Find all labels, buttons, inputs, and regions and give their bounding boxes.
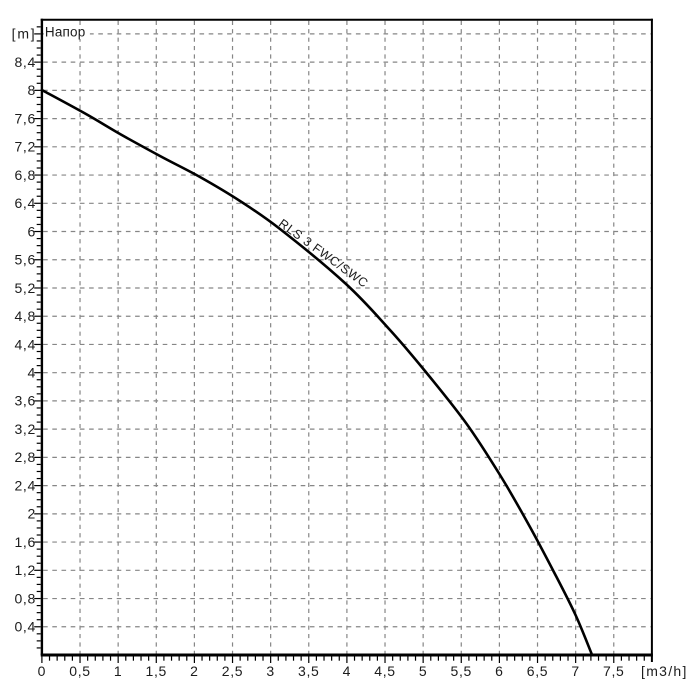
svg-text:2: 2 bbox=[190, 663, 199, 679]
svg-text:5,6: 5,6 bbox=[14, 252, 36, 268]
svg-text:7,5: 7,5 bbox=[603, 663, 625, 679]
svg-text:7,2: 7,2 bbox=[14, 139, 36, 155]
svg-text:1,2: 1,2 bbox=[14, 562, 36, 578]
svg-text:2,4: 2,4 bbox=[14, 477, 36, 493]
svg-text:0,5: 0,5 bbox=[69, 663, 91, 679]
svg-text:8,4: 8,4 bbox=[14, 54, 36, 70]
svg-text:6,4: 6,4 bbox=[14, 195, 36, 211]
svg-text:7: 7 bbox=[571, 663, 580, 679]
svg-text:6: 6 bbox=[495, 663, 504, 679]
svg-text:2,5: 2,5 bbox=[222, 663, 244, 679]
svg-text:5,2: 5,2 bbox=[14, 280, 36, 296]
svg-text:1: 1 bbox=[114, 663, 123, 679]
svg-text:6,5: 6,5 bbox=[527, 663, 549, 679]
svg-text:4,5: 4,5 bbox=[374, 663, 396, 679]
svg-text:0: 0 bbox=[38, 663, 47, 679]
svg-text:Напор: Напор bbox=[45, 24, 86, 39]
svg-text:5,5: 5,5 bbox=[450, 663, 472, 679]
svg-text:4: 4 bbox=[343, 663, 352, 679]
svg-text:1,6: 1,6 bbox=[14, 534, 36, 550]
svg-text:2: 2 bbox=[28, 506, 37, 522]
svg-text:0,4: 0,4 bbox=[14, 619, 36, 635]
svg-text:0,8: 0,8 bbox=[14, 590, 36, 606]
svg-text:[m]: [m] bbox=[12, 26, 37, 42]
svg-text:3,6: 3,6 bbox=[14, 393, 36, 409]
svg-text:1,5: 1,5 bbox=[145, 663, 167, 679]
svg-text:5: 5 bbox=[419, 663, 428, 679]
svg-text:8: 8 bbox=[28, 82, 37, 98]
svg-text:4: 4 bbox=[28, 364, 37, 380]
svg-text:3: 3 bbox=[266, 663, 275, 679]
svg-text:6: 6 bbox=[28, 223, 37, 239]
svg-text:7,6: 7,6 bbox=[14, 110, 36, 126]
svg-text:4,4: 4,4 bbox=[14, 336, 36, 352]
svg-text:4,8: 4,8 bbox=[14, 308, 36, 324]
svg-text:3,5: 3,5 bbox=[298, 663, 320, 679]
svg-text:2,8: 2,8 bbox=[14, 449, 36, 465]
svg-text:3,2: 3,2 bbox=[14, 421, 36, 437]
svg-text:[m3/h]: [m3/h] bbox=[641, 663, 688, 679]
svg-text:6,8: 6,8 bbox=[14, 167, 36, 183]
